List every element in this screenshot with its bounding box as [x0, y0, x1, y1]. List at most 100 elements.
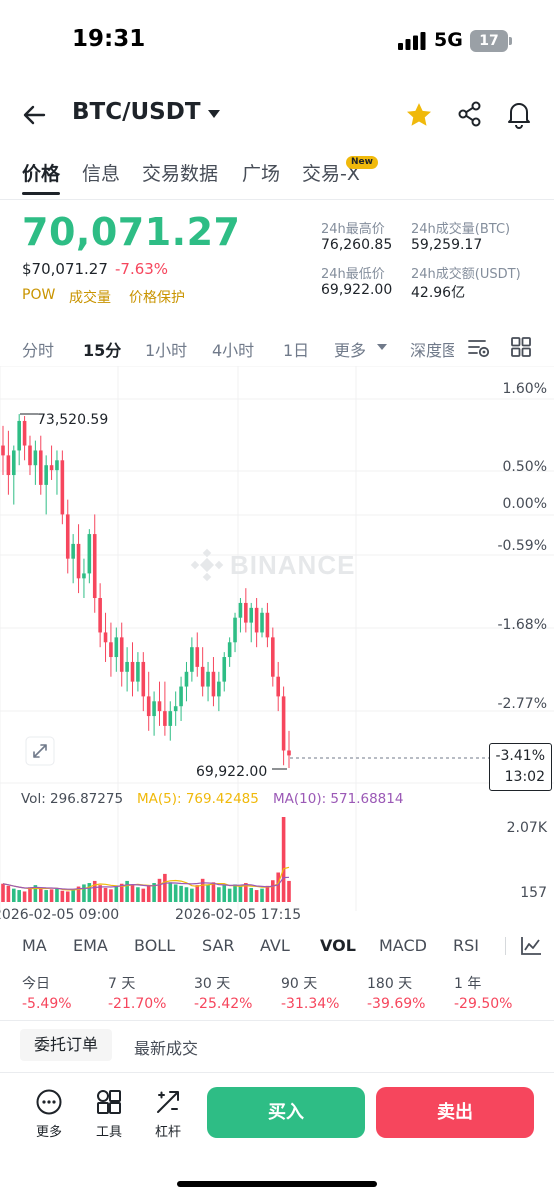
back-arrow-icon[interactable] [20, 100, 50, 130]
more-icon[interactable] [35, 1088, 63, 1116]
candle-body [249, 607, 254, 623]
candle-body [200, 666, 205, 687]
expand-icon[interactable] [25, 736, 55, 766]
indicator-rsi[interactable]: RSI [453, 936, 479, 955]
interval-line[interactable]: 分时 [22, 341, 55, 360]
indicator-ma[interactable]: MA [22, 936, 47, 955]
star-icon[interactable] [404, 100, 434, 130]
candle-body [103, 632, 108, 643]
candle-body [222, 657, 227, 682]
candle-body [276, 676, 281, 697]
volume-bar [227, 888, 232, 902]
candle-body [125, 661, 129, 672]
pair-title[interactable]: BTC/USDT [72, 99, 201, 125]
divider [0, 199, 554, 200]
stat-low-value: 69,922.00 [321, 282, 393, 298]
more-caret-icon[interactable] [377, 344, 387, 350]
tab-trade-x[interactable]: 交易-X [302, 163, 360, 185]
volume-bar [6, 885, 11, 902]
tools-label[interactable]: 工具 [95, 1125, 122, 1140]
interval-15m[interactable]: 15分 [83, 341, 122, 360]
x-axis-label: 2026-02-05 17:15 [175, 907, 302, 923]
indicator-ema[interactable]: EMA [73, 936, 108, 955]
tab-open-orders[interactable]: 委托订单 [20, 1029, 112, 1061]
tab-info[interactable]: 信息 [82, 163, 121, 185]
candle-body [152, 701, 156, 717]
indicator-macd[interactable]: MACD [379, 936, 427, 955]
interval-1d[interactable]: 1日 [283, 341, 310, 360]
y-axis-label: -0.59% [497, 538, 547, 554]
bell-icon[interactable] [505, 99, 533, 129]
share-icon[interactable] [456, 100, 484, 128]
perf-label: 180 天 [367, 976, 413, 992]
volume-bar [254, 890, 259, 902]
buy-button[interactable]: 买入 [207, 1087, 365, 1138]
volume-bar [168, 882, 173, 902]
tab-trading-data[interactable]: 交易数据 [142, 163, 219, 185]
sell-button[interactable]: 卖出 [376, 1087, 534, 1138]
tag-pow[interactable]: POW [22, 287, 56, 303]
candle-body [6, 455, 11, 476]
volume-bar [276, 872, 281, 902]
candle-body [163, 711, 167, 726]
margin-label[interactable]: 杠杆 [154, 1125, 181, 1140]
candle-body [22, 420, 27, 446]
perf-value: -31.34% [281, 996, 340, 1012]
tab-price[interactable]: 价格 [22, 163, 61, 185]
perf-value: -39.69% [367, 996, 426, 1012]
battery-tip [509, 37, 512, 45]
margin-icon[interactable] [154, 1088, 182, 1116]
indicator-sar[interactable]: SAR [202, 936, 235, 955]
tab-recent-trades[interactable]: 最新成交 [134, 1039, 199, 1058]
interval-4h[interactable]: 4小时 [212, 341, 255, 360]
perf-value: -25.42% [194, 996, 253, 1012]
volume-bar [157, 878, 162, 902]
candlestick-chart[interactable]: BINANCE [0, 366, 554, 936]
volume-bar [190, 888, 194, 902]
volume-bar [38, 888, 43, 902]
candle-body [49, 465, 54, 471]
stat-vol-btc-label: 24h成交量(BTC) [411, 222, 511, 237]
volume-bar [60, 890, 65, 902]
y-axis-label: -2.77% [497, 696, 547, 712]
tag-price-protection[interactable]: 价格保护 [129, 290, 185, 306]
last-price: 70,071.27 [22, 210, 241, 254]
price-change-percent: -7.63% [115, 260, 169, 278]
candle-body [98, 598, 102, 633]
tag-volume[interactable]: 成交量 [69, 290, 111, 306]
volume-label: Vol: 296.87275 [21, 791, 124, 807]
interval-more[interactable]: 更多 [334, 341, 367, 360]
indicator-avl[interactable]: AVL [260, 936, 290, 955]
y-axis-label: -1.68% [497, 617, 547, 633]
interval-1h[interactable]: 1小时 [145, 341, 188, 360]
divider [0, 1020, 554, 1021]
indicator-boll[interactable]: BOLL [134, 936, 176, 955]
caret-down-icon[interactable] [208, 110, 220, 118]
volume-bar [217, 887, 221, 902]
indicator-vol[interactable]: VOL [320, 936, 356, 955]
volume-bar [1, 883, 5, 902]
candle-body [119, 637, 124, 672]
volume-bars [1, 817, 291, 902]
volume-bar [82, 884, 86, 902]
volume-bar [114, 885, 119, 902]
volume-bar [244, 883, 248, 902]
chart-settings-icon[interactable] [466, 336, 490, 360]
tools-icon[interactable] [95, 1088, 123, 1116]
home-indicator[interactable] [177, 1181, 377, 1187]
layout-grid-icon[interactable] [510, 336, 532, 358]
indicator-settings-icon[interactable] [519, 935, 543, 957]
volume-bar [11, 888, 16, 902]
volume-bar [87, 883, 92, 902]
more-label[interactable]: 更多 [35, 1125, 62, 1140]
current-price-box: -3.41% 13:02 [489, 743, 552, 791]
candle-body [260, 612, 264, 633]
volume-ma10-line [2, 876, 290, 890]
candle-body [238, 602, 243, 618]
candle-body [87, 534, 92, 574]
volume-bar [265, 885, 270, 902]
low-marker-label: 69,922.00 [196, 764, 268, 780]
tab-square[interactable]: 广场 [242, 163, 281, 185]
perf-label: 今日 [22, 976, 50, 992]
depth-chart-tab[interactable]: 深度图 [410, 341, 454, 360]
